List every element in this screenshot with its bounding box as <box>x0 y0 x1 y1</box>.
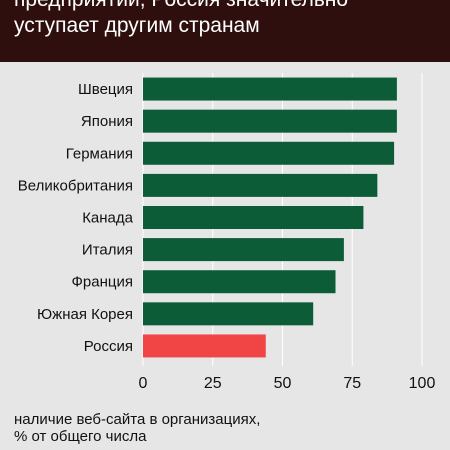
category-label: Франция <box>72 274 133 291</box>
chart-title-line-1: предприятий, Россия значительно <box>14 0 348 12</box>
category-label: Великобритания <box>18 177 133 194</box>
bar-0 <box>143 77 397 101</box>
bar-6 <box>143 270 336 294</box>
x-axis-label-line-2: % от общего числа <box>14 428 147 445</box>
category-label: Италия <box>82 242 133 259</box>
bar-1 <box>143 109 397 133</box>
category-label: Канада <box>82 210 133 227</box>
category-labels: Швеция Япония Германия Великобритания Канада… <box>18 81 134 355</box>
x-tick-label: 0 <box>139 375 148 392</box>
x-tick-label: 50 <box>274 375 292 392</box>
x-axis-label-line-1: наличие веб-сайта в организациях, <box>14 411 260 428</box>
x-tick-label: 25 <box>204 375 222 392</box>
category-label: Япония <box>81 113 133 130</box>
category-label: Швеция <box>78 81 133 98</box>
category-label: Россия <box>84 338 133 355</box>
x-tick-label: 100 <box>409 375 436 392</box>
bar-8 <box>143 334 266 358</box>
bar-2 <box>143 141 395 165</box>
chart-title-line-2: уступает другим странам <box>14 14 260 37</box>
bar-5 <box>143 238 344 262</box>
x-tick-labels: 0 25 50 75 100 <box>139 375 436 392</box>
category-label: Германия <box>66 145 133 162</box>
bar-7 <box>143 302 314 326</box>
category-label: Южная Корея <box>37 306 133 323</box>
bar-series <box>143 77 397 358</box>
x-tick-label: 75 <box>343 375 361 392</box>
bar-3 <box>143 173 378 197</box>
chart-title-banner: предприятий, Россия значительно уступает… <box>0 0 450 62</box>
bar-4 <box>143 206 364 229</box>
